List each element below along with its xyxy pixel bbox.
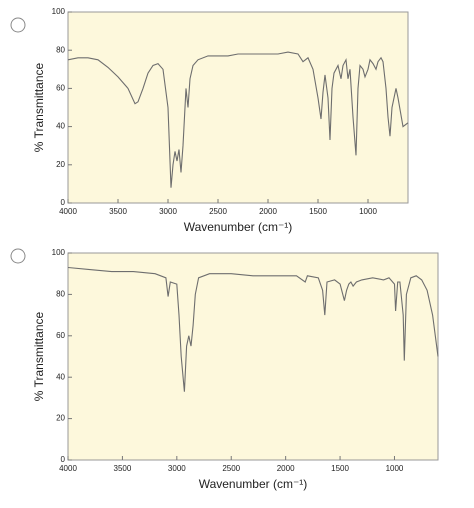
x-tick-label: 3000 (168, 464, 186, 473)
x-tick-label: 1000 (359, 207, 377, 216)
y-axis-label: % Transmittance (32, 311, 46, 401)
y-tick-label: 80 (56, 290, 65, 299)
y-tick-label: 100 (52, 248, 66, 257)
x-axis-label: Wavenumber (cm⁻¹) (199, 477, 308, 491)
x-tick-label: 1000 (386, 464, 404, 473)
x-tick-label: 1500 (309, 207, 327, 216)
x-axis-label: Wavenumber (cm⁻¹) (184, 220, 293, 234)
y-axis-label: % Transmittance (32, 62, 46, 152)
x-tick-label: 4000 (59, 464, 77, 473)
spectrum-line (67, 51, 409, 188)
x-tick-label: 2000 (259, 207, 277, 216)
x-tick-label: 2500 (209, 207, 227, 216)
y-tick-label: 40 (56, 372, 65, 381)
y-tick-label: 0 (61, 455, 66, 464)
y-tick-label: 40 (56, 122, 65, 131)
x-tick-label: 2000 (277, 464, 295, 473)
x-tick-label: 4000 (59, 207, 77, 216)
y-tick-label: 100 (52, 7, 66, 16)
y-tick-label: 20 (56, 414, 65, 423)
y-tick-label: 80 (56, 45, 65, 54)
plot-area (67, 11, 409, 204)
plot-area (67, 252, 439, 461)
x-tick-label: 2500 (222, 464, 240, 473)
x-tick-label: 3500 (109, 207, 127, 216)
x-tick-label: 3000 (159, 207, 177, 216)
radio-button[interactable] (10, 248, 26, 264)
y-tick-label: 0 (61, 198, 66, 207)
spectrum-line (67, 266, 439, 392)
x-tick-label: 1500 (331, 464, 349, 473)
y-tick-label: 60 (56, 84, 65, 93)
y-tick-label: 60 (56, 331, 65, 340)
y-tick-label: 20 (56, 160, 65, 169)
radio-button[interactable] (10, 17, 26, 33)
x-tick-label: 3500 (114, 464, 132, 473)
